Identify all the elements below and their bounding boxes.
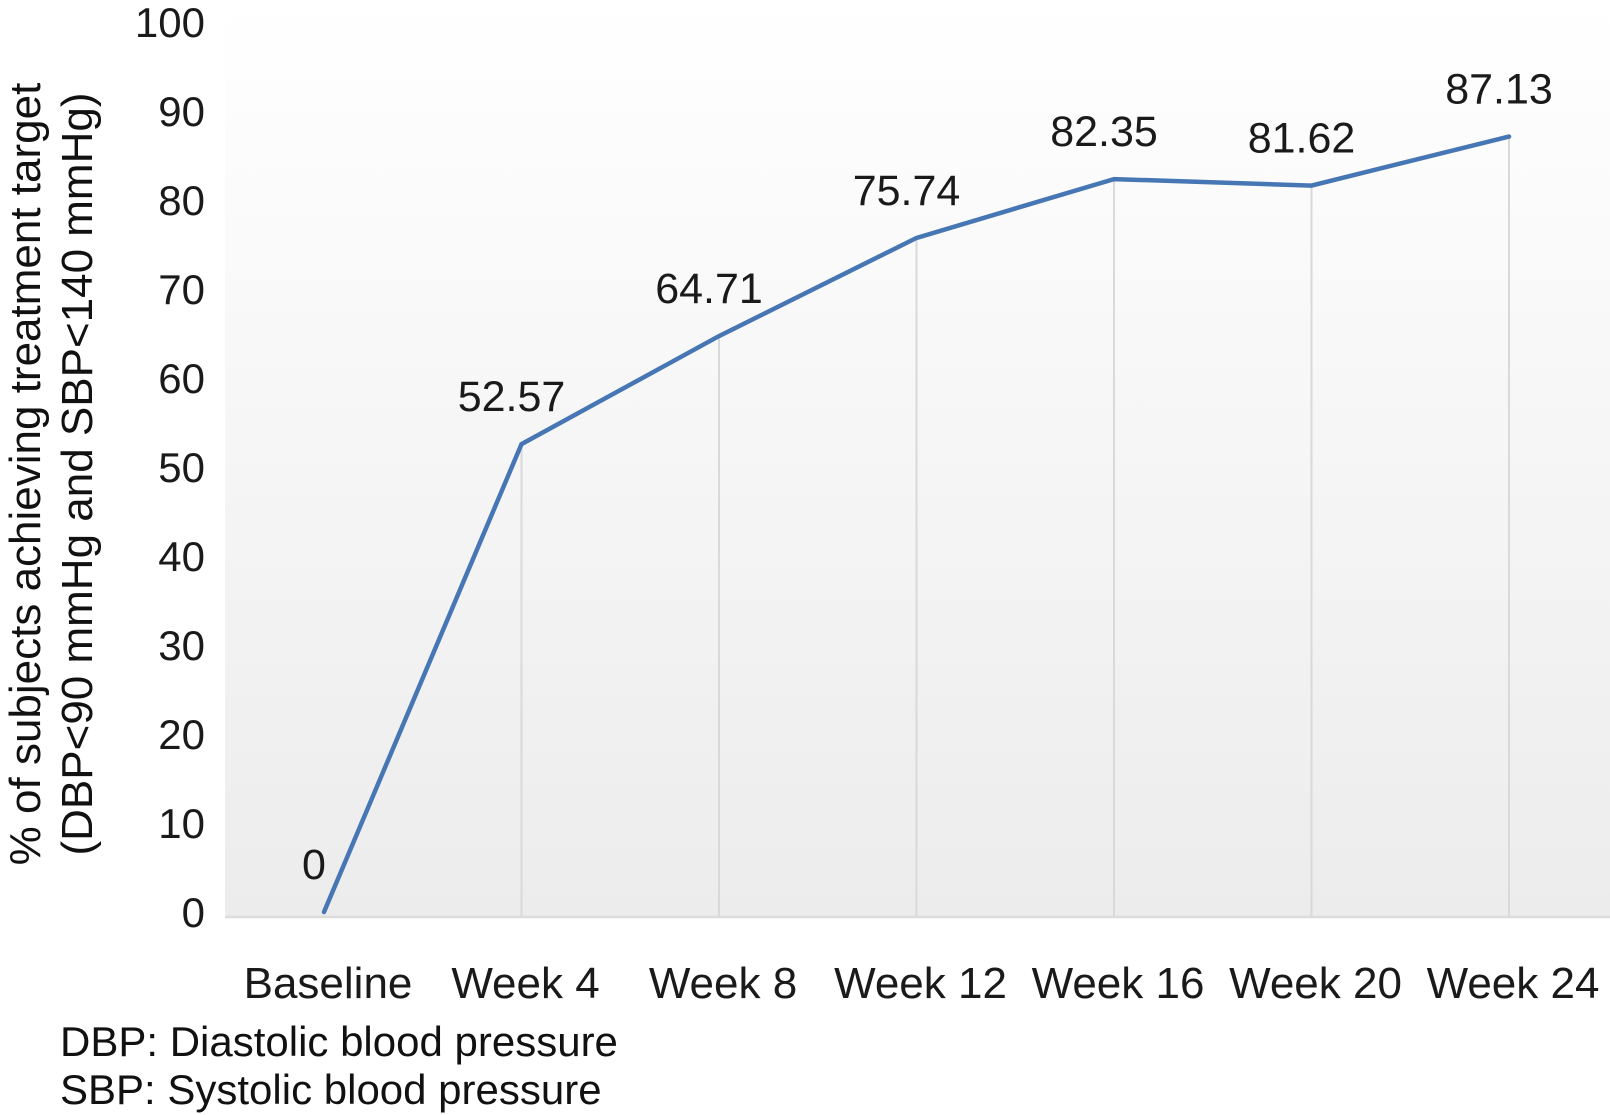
x-tick-label: Week 16 [1032,959,1205,1008]
y-tick-label: 30 [158,622,205,669]
x-tick-label: Week 8 [649,959,797,1008]
y-axis-title-line-2: (DBP<90 mmHg and SBP<140 mmHg) [53,92,102,856]
footnotes: DBP: Diastolic blood pressure SBP: Systo… [60,1018,618,1114]
footnote-sbp: SBP: Systolic blood pressure [60,1066,602,1113]
line-chart: 0 10 20 30 40 50 60 70 80 90 100 Baseline Week 4 Week… [135,0,1610,1008]
y-tick-label: 40 [158,533,205,580]
data-label: 81.62 [1248,115,1356,163]
y-tick-label: 0 [182,889,205,936]
x-tick-label: Week 12 [834,959,1007,1008]
data-label: 52.57 [458,373,566,421]
x-tick-label: Week 4 [451,959,599,1008]
y-tick-label: 100 [135,0,205,46]
y-tick-label: 90 [158,88,205,135]
y-tick-label: 50 [158,444,205,491]
y-axis-title: % of subjects achieving treatment target… [0,49,108,899]
y-tick-label: 70 [158,266,205,313]
data-label: 87.13 [1445,66,1553,114]
data-label: 0 [302,841,326,889]
data-label: 75.74 [853,167,961,215]
footnote-dbp: DBP: Diastolic blood pressure [60,1018,618,1065]
y-axis-title-line-1: % of subjects achieving treatment target [1,82,50,866]
x-tick-label: Week 20 [1229,959,1402,1008]
y-tick-label: 10 [158,800,205,847]
data-label: 64.71 [655,265,763,313]
series-line [321,134,1512,915]
y-tick-label: 20 [158,711,205,758]
x-tick-label: Week 24 [1427,959,1600,1008]
y-tick-label: 60 [158,355,205,402]
x-tick-label: Baseline [244,959,413,1008]
y-tick-label: 80 [158,177,205,224]
data-label: 82.35 [1050,108,1158,156]
